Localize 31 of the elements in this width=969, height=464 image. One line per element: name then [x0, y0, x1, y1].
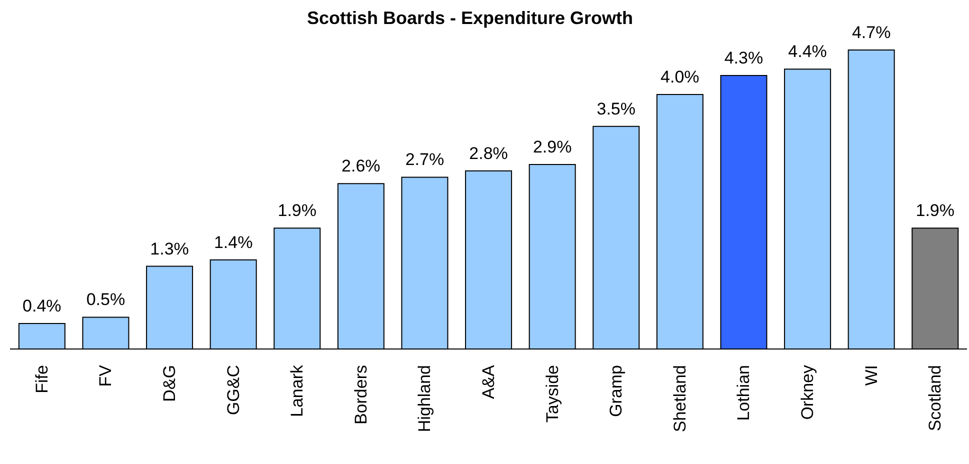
x-tick-label: A&A: [479, 364, 498, 400]
data-label: 0.4%: [22, 296, 62, 316]
x-tick-label: Orkney: [798, 364, 817, 420]
data-label: 1.3%: [150, 239, 189, 258]
x-tick-label: Shetland: [670, 365, 690, 432]
data-label: 0.5%: [86, 290, 126, 310]
x-tick-label: D&G: [160, 365, 179, 402]
data-label: 2.9%: [532, 138, 572, 157]
chart-title: Scottish Boards - Expenditure Growth: [306, 8, 634, 28]
data-label: 4.4%: [788, 42, 827, 62]
data-label: 4.0%: [660, 68, 700, 87]
data-label: 1.9%: [916, 201, 955, 220]
data-label: 2.6%: [342, 156, 380, 176]
x-tick-label: Lothian: [734, 365, 754, 421]
data-label: 4.3%: [724, 48, 764, 68]
x-tick-label: Lanark: [288, 364, 307, 417]
data-label: 3.5%: [596, 99, 636, 118]
data-label: 2.8%: [469, 144, 508, 163]
x-tick-label: Fife: [32, 365, 52, 394]
x-tick-label: Borders: [351, 365, 370, 425]
x-tick-label: Scotland: [926, 365, 945, 432]
x-tick-label: Gramp: [606, 365, 626, 417]
x-tick-label: Highland: [415, 365, 434, 432]
data-label: 2.7%: [405, 150, 444, 170]
x-tick-label: WI: [862, 365, 881, 386]
x-tick-label: FV: [96, 364, 116, 387]
x-tick-label: Tayside: [542, 365, 562, 423]
x-tick-label: GG&C: [224, 365, 243, 416]
data-label: 1.4%: [214, 232, 253, 252]
data-label: 1.9%: [278, 201, 317, 220]
data-label: 4.7%: [852, 23, 891, 42]
